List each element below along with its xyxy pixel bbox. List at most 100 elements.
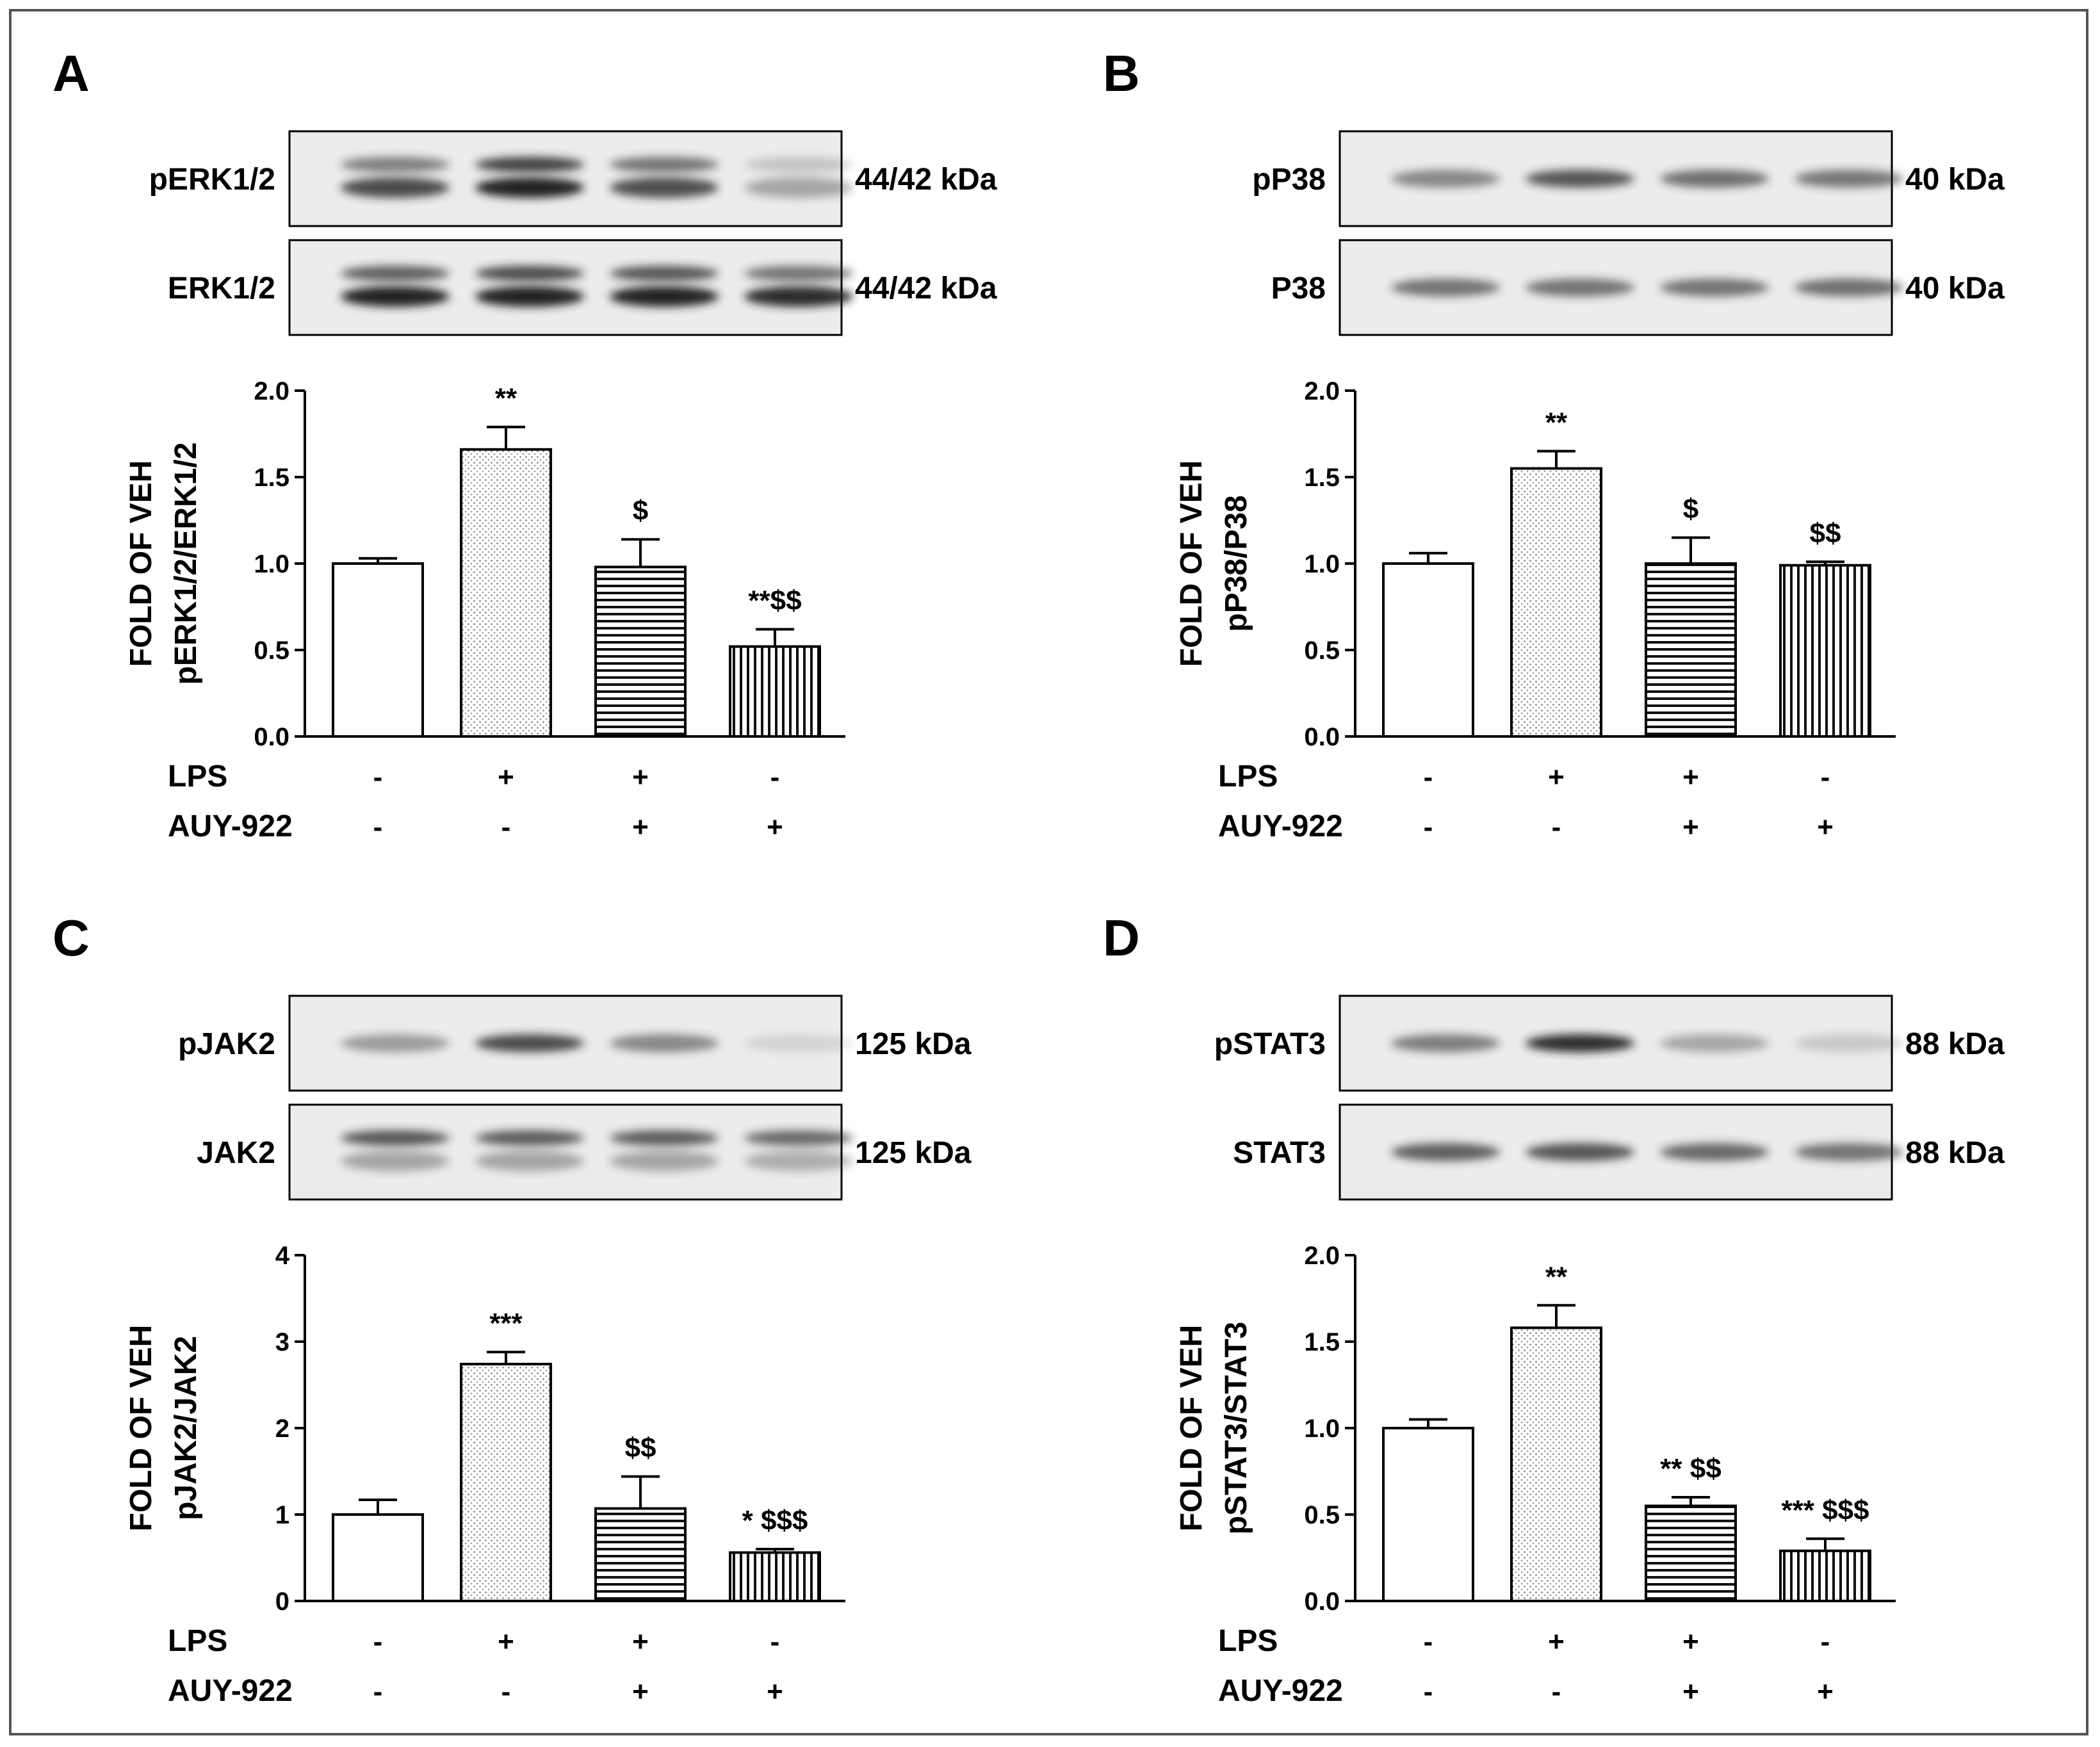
blot-band xyxy=(744,286,853,307)
bar xyxy=(1779,564,1871,738)
auy-sign: - xyxy=(501,1676,511,1707)
blot-band xyxy=(1391,1034,1500,1052)
figure-frame xyxy=(9,9,2088,1735)
blot-label: pERK1/2 xyxy=(149,163,275,197)
y-axis-label: pP38/P38 xyxy=(1219,495,1253,631)
y-axis-label: FOLD OF VEH xyxy=(124,460,158,667)
blot-band xyxy=(1526,279,1634,297)
significance-label: $$ xyxy=(1810,517,1841,549)
lps-sign: + xyxy=(1682,1626,1699,1657)
panel-letter: C xyxy=(53,909,90,966)
significance-label: ** xyxy=(495,383,517,414)
blot-band xyxy=(1660,279,1769,297)
blot-band xyxy=(1391,170,1500,188)
y-tick-label: 0.5 xyxy=(1304,637,1340,665)
auy-sign: + xyxy=(1682,1676,1699,1707)
bar-group: -- xyxy=(1382,551,1474,843)
lps-row-label: LPS xyxy=(1218,1624,1278,1658)
blot-kda: 44/42 kDa xyxy=(855,163,997,197)
blot-band xyxy=(1795,1143,1903,1161)
auy-sign: + xyxy=(1817,1676,1834,1707)
bar xyxy=(594,565,687,738)
lps-sign: + xyxy=(632,761,649,793)
bar-group: * $$$ - + xyxy=(729,1505,821,1707)
lps-sign: - xyxy=(1821,1626,1830,1657)
blot-band xyxy=(475,286,584,307)
bar-group: ** + - xyxy=(1510,407,1602,843)
blot-band xyxy=(475,177,584,198)
y-tick-label: 2 xyxy=(275,1415,289,1443)
blot-band xyxy=(1391,1143,1500,1161)
bar xyxy=(594,1507,687,1602)
lps-sign: - xyxy=(1424,1626,1433,1657)
blot-band xyxy=(610,1130,719,1146)
blot-band xyxy=(610,286,719,307)
blot-P38: P38 40 kDa xyxy=(1271,239,2005,336)
y-axis-label: pSTAT3/STAT3 xyxy=(1219,1322,1253,1534)
blot-pERK1/2: pERK1/2 44/42 kDa xyxy=(149,130,997,227)
y-tick-label: 2.0 xyxy=(254,377,289,405)
blot-kda: 44/42 kDa xyxy=(855,272,997,305)
blot-band xyxy=(1660,1143,1769,1161)
auy-sign: + xyxy=(767,811,783,843)
y-tick-label: 0.5 xyxy=(1304,1501,1340,1529)
bar-group: ** + - xyxy=(1510,1261,1602,1707)
bar-group: $$ - + xyxy=(1779,517,1871,843)
blot-band xyxy=(1391,279,1500,297)
bar xyxy=(332,562,424,738)
y-tick-label: 1.0 xyxy=(1304,550,1340,578)
significance-label: * $$$ xyxy=(742,1505,808,1536)
bar-group: $ + + xyxy=(594,495,687,843)
lps-sign: - xyxy=(373,1626,383,1657)
panel-letter: A xyxy=(53,45,90,102)
bar-group: -- xyxy=(1382,1418,1474,1707)
blot-band xyxy=(744,1034,853,1052)
bar xyxy=(1779,1549,1871,1602)
significance-label: **$$ xyxy=(748,585,801,617)
auy-sign: + xyxy=(632,1676,649,1707)
blot-band xyxy=(610,177,719,198)
significance-label: ** xyxy=(1545,1261,1568,1292)
blot-band xyxy=(1795,1034,1903,1052)
blot-band xyxy=(744,266,853,281)
y-tick-label: 3 xyxy=(275,1328,289,1356)
auy-sign: - xyxy=(501,811,511,843)
blot-band xyxy=(341,286,450,307)
y-tick-label: 0.0 xyxy=(254,723,289,751)
bar xyxy=(460,1363,552,1602)
y-axis-label: pJAK2/JAK2 xyxy=(169,1336,203,1520)
blot-label: pP38 xyxy=(1252,163,1326,197)
blot-band xyxy=(1795,170,1903,188)
lps-row-label: LPS xyxy=(168,1624,227,1658)
y-tick-label: 1.0 xyxy=(1304,1415,1340,1443)
blot-band xyxy=(1660,170,1769,188)
blot-label: STAT3 xyxy=(1233,1136,1326,1170)
lps-sign: - xyxy=(770,761,780,793)
lps-sign: - xyxy=(770,1626,780,1657)
y-tick-label: 4 xyxy=(275,1242,290,1270)
lps-sign: - xyxy=(1424,761,1433,793)
auy-sign: + xyxy=(1682,811,1699,843)
blot-band xyxy=(610,266,719,281)
blot-band xyxy=(475,157,584,172)
blot-band xyxy=(1660,1034,1769,1052)
blot-kda: 40 kDa xyxy=(1905,163,2005,197)
blot-band xyxy=(744,157,853,172)
significance-label: *** $$$ xyxy=(1781,1495,1869,1526)
blot-band xyxy=(1795,279,1903,297)
blot-band xyxy=(1526,170,1634,188)
bar-group: ** $$ + + xyxy=(1645,1453,1737,1707)
auy-sign: - xyxy=(373,1676,383,1707)
bar xyxy=(1382,1427,1474,1602)
auy-sign: - xyxy=(1552,1676,1561,1707)
y-axis-label: FOLD OF VEH xyxy=(124,1325,158,1532)
blot-JAK2: JAK2 125 kDa xyxy=(197,1103,972,1201)
blot-band xyxy=(341,1130,450,1146)
blot-band xyxy=(610,1034,719,1052)
